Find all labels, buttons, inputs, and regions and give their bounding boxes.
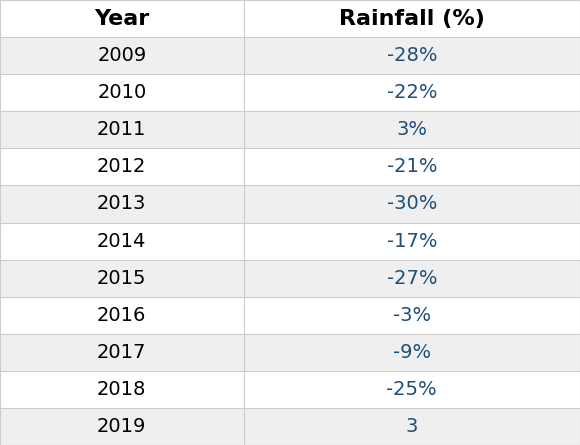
Text: -30%: -30% xyxy=(387,194,437,214)
Text: 3%: 3% xyxy=(396,120,427,139)
Bar xyxy=(244,186,580,222)
Text: 2009: 2009 xyxy=(97,46,146,65)
Bar xyxy=(244,148,580,186)
Bar xyxy=(244,408,580,445)
Bar xyxy=(0,74,244,111)
Text: -27%: -27% xyxy=(386,269,437,287)
Text: 2018: 2018 xyxy=(97,380,147,399)
Text: -9%: -9% xyxy=(393,343,431,362)
Bar xyxy=(0,297,244,334)
Bar xyxy=(244,222,580,259)
Text: 2010: 2010 xyxy=(97,83,146,102)
Text: -3%: -3% xyxy=(393,306,431,325)
Bar xyxy=(0,37,244,74)
Text: -17%: -17% xyxy=(386,231,437,251)
Bar xyxy=(0,222,244,259)
Bar xyxy=(244,0,580,37)
Bar xyxy=(0,259,244,297)
Text: 3: 3 xyxy=(405,417,418,436)
Bar xyxy=(0,186,244,222)
Bar xyxy=(0,371,244,408)
Text: -21%: -21% xyxy=(386,158,437,176)
Bar xyxy=(0,111,244,148)
Text: Rainfall (%): Rainfall (%) xyxy=(339,8,485,28)
Bar xyxy=(0,148,244,186)
Bar xyxy=(244,74,580,111)
Text: 2012: 2012 xyxy=(97,158,147,176)
Text: -25%: -25% xyxy=(386,380,437,399)
Text: 2016: 2016 xyxy=(97,306,147,325)
Text: 2014: 2014 xyxy=(97,231,147,251)
Text: 2019: 2019 xyxy=(97,417,147,436)
Text: 2017: 2017 xyxy=(97,343,147,362)
Text: -22%: -22% xyxy=(386,83,437,102)
Bar xyxy=(244,111,580,148)
Bar xyxy=(244,37,580,74)
Text: 2015: 2015 xyxy=(97,269,147,287)
Text: Year: Year xyxy=(94,8,150,28)
Bar xyxy=(0,0,244,37)
Bar xyxy=(244,297,580,334)
Bar xyxy=(0,334,244,371)
Bar xyxy=(244,371,580,408)
Text: 2011: 2011 xyxy=(97,120,147,139)
Text: 2013: 2013 xyxy=(97,194,147,214)
Bar xyxy=(0,408,244,445)
Bar xyxy=(244,334,580,371)
Text: -28%: -28% xyxy=(386,46,437,65)
Bar xyxy=(244,259,580,297)
